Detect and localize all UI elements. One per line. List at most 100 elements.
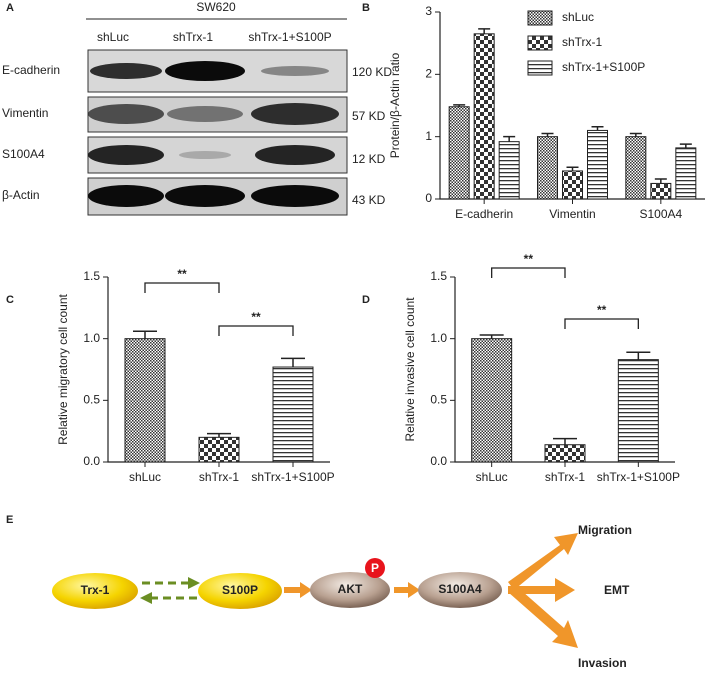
size-label: 43 KD: [352, 193, 386, 207]
lane-label: shTrx-1: [173, 30, 214, 44]
x-tick-label: shLuc: [129, 470, 161, 484]
panel-e: E Trx-1 S100P AKT P S100A4 Migration EMT…: [6, 514, 632, 670]
error-bar: [679, 143, 692, 148]
y-axis-label: Protein/β-Actin ratio: [388, 52, 402, 158]
bar: [198, 436, 240, 463]
y-tick-label: 0.5: [83, 393, 100, 407]
y-tick-label: 1.5: [430, 269, 447, 283]
significance-label: **: [177, 267, 187, 281]
error-bar: [654, 178, 667, 184]
bar: [625, 136, 647, 200]
bar: [562, 170, 583, 200]
node-label: S100A4: [438, 582, 482, 596]
panel-a: A SW620 shLuc shTrx-1 shTrx-1+S100P E-ca…: [2, 0, 392, 216]
size-label: 57 KD: [352, 109, 386, 123]
outcome: EMT: [604, 583, 630, 597]
significance-bracket: [218, 325, 294, 336]
legend-swatch: [527, 60, 553, 76]
error-bar: [503, 135, 516, 142]
error-bar: [133, 330, 157, 339]
error-bar: [478, 28, 491, 34]
bar: [650, 182, 672, 200]
bar: [272, 366, 314, 463]
y-tick-label: 1: [425, 129, 432, 143]
node-label: S100P: [222, 583, 258, 597]
y-tick-label: 2: [425, 67, 432, 81]
error-bar: [479, 334, 504, 339]
legend-label: shLuc: [562, 10, 594, 24]
protein-label: β-Actin: [2, 188, 40, 202]
bar: [473, 33, 495, 200]
x-tick-label: shTrx-1+S100P: [597, 470, 680, 484]
y-tick-label: 3: [425, 4, 432, 18]
bar: [448, 106, 470, 200]
lane-label: shLuc: [97, 30, 129, 44]
cell-line: SW620: [196, 0, 236, 14]
bar: [124, 338, 166, 463]
lane-label: shTrx-1+S100P: [248, 30, 331, 44]
outcome: Invasion: [578, 656, 627, 670]
y-tick-label: 1.0: [430, 331, 447, 345]
legend-label: shTrx-1: [562, 35, 603, 49]
significance-bracket: [564, 318, 639, 329]
error-bar: [453, 104, 466, 107]
bar: [544, 444, 586, 463]
error-bar: [629, 132, 642, 137]
y-tick-label: 0.5: [430, 393, 447, 407]
y-tick-label: 0: [425, 191, 432, 205]
arrowhead: [188, 577, 200, 589]
y-tick-label: 1.5: [83, 269, 100, 283]
x-tick-label: shTrx-1: [545, 470, 586, 484]
error-bar: [207, 432, 231, 438]
error-bar: [591, 125, 604, 131]
node: [310, 572, 390, 608]
error-bar: [626, 351, 651, 360]
significance-label: **: [251, 310, 261, 324]
arrowhead: [140, 592, 152, 604]
panel-letter: D: [362, 294, 370, 306]
protein-label: S100A4: [2, 147, 45, 161]
bar: [617, 359, 659, 463]
bar: [471, 338, 513, 463]
x-tick-label: S100A4: [639, 207, 682, 221]
significance-label: **: [524, 252, 534, 266]
y-axis-label: Relative migratory cell count: [56, 293, 70, 444]
x-tick-label: E-cadherin: [455, 207, 513, 221]
bar: [498, 141, 520, 200]
error-bar: [566, 166, 579, 171]
significance-label: **: [597, 303, 607, 317]
dashed-arrows: [142, 581, 198, 600]
blot: [87, 49, 348, 216]
error-bar: [553, 437, 577, 445]
panel-letter: B: [362, 2, 370, 14]
node: [418, 572, 502, 608]
bar: [675, 147, 697, 200]
phospho-label: P: [371, 561, 379, 575]
arrows: [284, 533, 578, 648]
protein-label: E-cadherin: [2, 63, 60, 77]
y-tick-label: 1.0: [83, 331, 100, 345]
error-bar: [281, 357, 305, 368]
y-tick-label: 0.0: [83, 454, 100, 468]
size-label: 12 KD: [352, 152, 386, 166]
panel-letter: E: [6, 514, 13, 526]
node: [198, 573, 282, 609]
y-tick-label: 0.0: [430, 454, 447, 468]
significance-bracket: [144, 282, 220, 293]
x-tick-label: shLuc: [476, 470, 508, 484]
error-bar: [541, 132, 554, 137]
bar: [587, 129, 608, 200]
panel-letter: A: [6, 2, 14, 14]
node: [52, 573, 138, 609]
legend-swatch: [527, 10, 553, 26]
x-tick-label: shTrx-1+S100P: [251, 470, 334, 484]
node-label: AKT: [338, 582, 363, 596]
legend-label: shTrx-1+S100P: [562, 60, 645, 74]
significance-bracket: [491, 267, 566, 278]
node-label: Trx-1: [81, 583, 110, 597]
legend-swatch: [527, 35, 553, 51]
outcome: Migration: [578, 523, 632, 537]
size-label: 120 KD: [352, 65, 392, 79]
panel-letter: C: [6, 294, 14, 306]
